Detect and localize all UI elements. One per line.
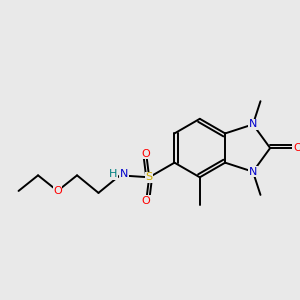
Text: O: O (142, 196, 151, 206)
Text: N: N (249, 119, 257, 129)
Text: O: O (293, 143, 300, 153)
Text: N: N (249, 167, 257, 177)
Text: H: H (109, 169, 117, 179)
Text: O: O (142, 149, 151, 159)
Text: S: S (146, 172, 153, 182)
Text: N: N (120, 169, 128, 179)
Text: O: O (53, 186, 62, 196)
